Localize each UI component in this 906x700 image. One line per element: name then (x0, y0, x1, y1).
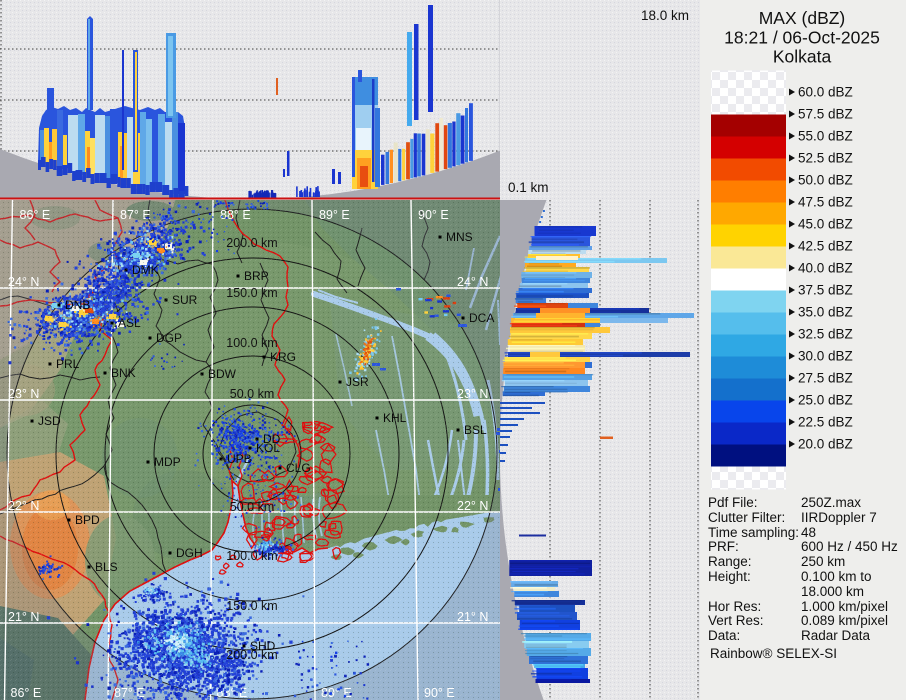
svg-text:18.0 km: 18.0 km (641, 8, 689, 23)
svg-text:0.1 km: 0.1 km (508, 180, 549, 195)
